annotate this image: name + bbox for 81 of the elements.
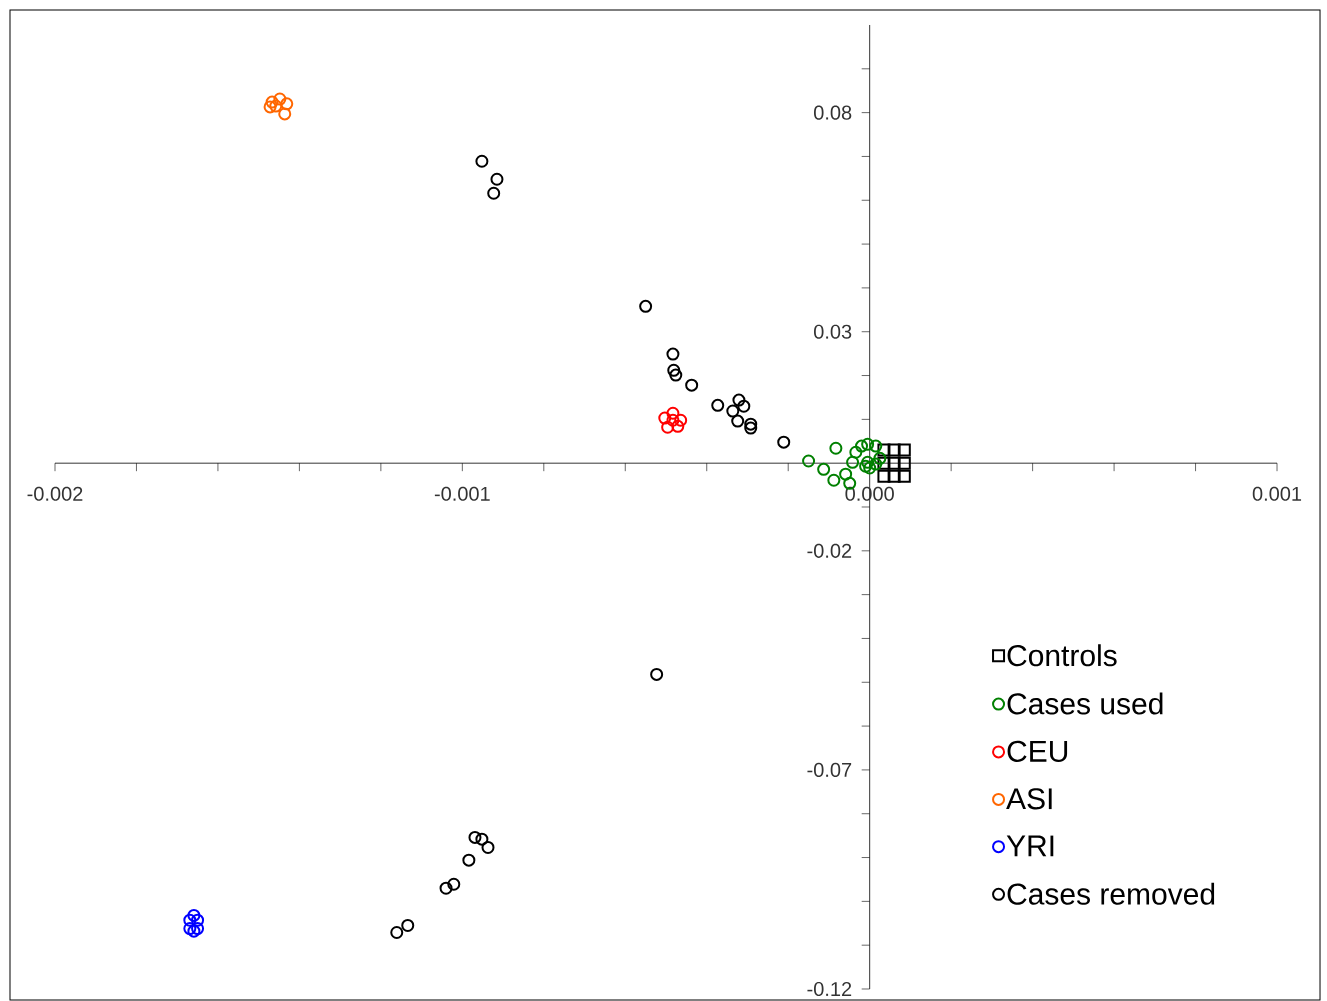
y-tick-label: -0.07 — [807, 762, 852, 777]
point — [897, 443, 911, 457]
point — [273, 92, 287, 106]
point — [487, 186, 501, 200]
point — [849, 445, 863, 459]
legend-label: CEU — [1007, 740, 1068, 762]
point — [685, 378, 699, 392]
point — [877, 443, 891, 457]
point — [839, 467, 853, 481]
legend-label: ASI — [1006, 788, 1052, 810]
y-tick-label: -0.02 — [807, 543, 852, 558]
point — [187, 908, 201, 922]
point — [650, 667, 664, 681]
x-tick-label: -0.002 — [27, 486, 83, 501]
point — [731, 414, 745, 428]
y-tick-label: -0.12 — [807, 981, 852, 997]
point — [873, 451, 887, 465]
point — [674, 413, 688, 427]
point — [861, 455, 875, 469]
point — [390, 925, 404, 939]
point — [490, 172, 504, 186]
point — [468, 830, 482, 844]
point — [817, 462, 831, 476]
point — [263, 100, 277, 114]
legend-label: Cases removed — [1007, 882, 1215, 905]
point — [877, 456, 891, 470]
point — [887, 469, 901, 483]
point — [777, 435, 791, 449]
point — [187, 924, 201, 938]
x-tick-label: -0.001 — [434, 486, 490, 501]
point — [191, 922, 205, 936]
point — [401, 918, 415, 932]
point — [639, 299, 653, 313]
point — [265, 95, 279, 109]
point — [671, 419, 685, 433]
point — [269, 99, 283, 113]
point — [802, 454, 816, 468]
legend-label: YRI — [1006, 835, 1054, 857]
point — [447, 877, 461, 891]
point — [475, 832, 489, 846]
point — [666, 347, 680, 361]
point — [666, 413, 680, 427]
x-tick-label: 0.001 — [1252, 486, 1302, 501]
point — [863, 461, 877, 475]
point — [897, 456, 911, 470]
y-tick-label: 0.03 — [814, 324, 852, 339]
point — [829, 441, 843, 455]
point — [877, 469, 891, 483]
point — [887, 443, 901, 457]
point — [744, 417, 758, 431]
point — [183, 922, 197, 936]
point — [855, 439, 869, 453]
point — [280, 97, 294, 111]
point — [439, 881, 453, 895]
point — [661, 420, 675, 434]
point — [481, 840, 495, 854]
point — [859, 459, 873, 473]
point — [732, 393, 746, 407]
point — [744, 421, 758, 435]
point — [846, 455, 860, 469]
point — [861, 437, 875, 451]
point — [183, 913, 197, 927]
point — [666, 406, 680, 420]
point — [726, 404, 740, 418]
point — [191, 913, 205, 927]
point — [869, 439, 883, 453]
y-tick-label: 0.08 — [814, 105, 852, 120]
legend-label: Controls — [1007, 644, 1117, 667]
legend-label: Cases used — [1007, 692, 1163, 715]
point — [669, 368, 683, 382]
point — [475, 154, 489, 168]
point — [462, 853, 476, 867]
point — [887, 456, 901, 470]
point — [869, 457, 883, 471]
point — [711, 398, 725, 412]
point — [667, 363, 681, 377]
point — [737, 399, 751, 413]
point — [827, 473, 841, 487]
point — [897, 469, 911, 483]
point — [658, 411, 672, 425]
point — [278, 107, 292, 121]
